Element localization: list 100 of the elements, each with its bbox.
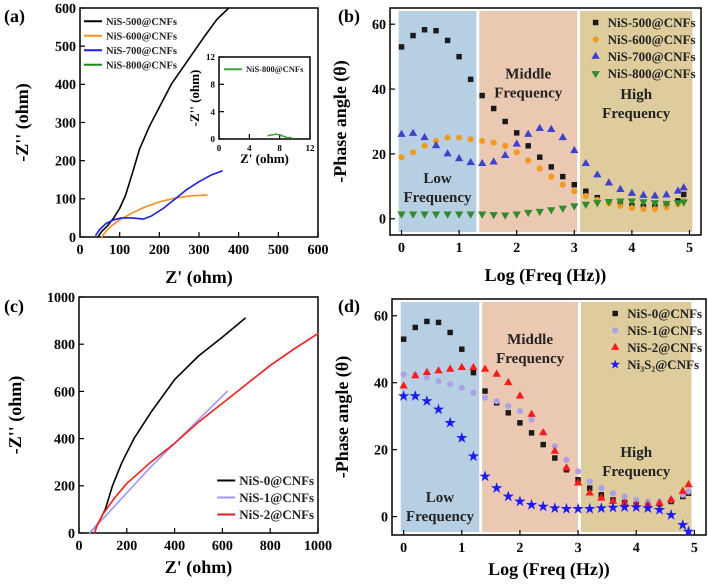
line-series [101,194,208,238]
point [680,200,688,207]
y-axis-title: -Z'' (ohm) [12,83,32,162]
y-axis-title: -Z'' (ohm) [5,376,25,454]
legend-label: NiS-0@CNFs [239,473,314,488]
point [512,139,521,147]
x-tick-label: 800 [260,539,281,554]
band-label: Middle Frequency [496,332,565,367]
point [446,364,454,372]
legend-label: NiS-2@CNFs [627,340,702,356]
point [432,141,440,148]
y-tick-label: 800 [54,338,75,354]
point [642,502,654,514]
y-tick-label: 20 [372,148,386,163]
legend-label: NiS-0@CNFs [627,306,702,322]
text: (b) [338,6,360,26]
point [398,154,405,160]
point [468,136,474,142]
line-series [94,332,319,534]
point [421,142,428,149]
point [422,368,432,376]
point [593,200,602,208]
y-tick-label: 4 [210,106,216,117]
point [597,493,606,501]
point [490,212,498,220]
point [504,378,512,386]
point [682,526,694,536]
point [420,132,429,140]
x-axis-title: Log (Freq (Hz)) [484,265,606,285]
point [547,124,556,132]
text: (d) [338,296,360,316]
point [468,450,480,462]
point [479,138,486,144]
point [571,188,578,194]
point [443,149,452,156]
point [478,158,486,166]
y-tick-label: 200 [55,154,76,170]
point [560,182,566,188]
point [410,32,416,38]
point [444,38,450,44]
point [516,408,524,414]
point [399,381,408,388]
legend-label: NiS-800@CNFs [246,64,304,74]
legend-label: NiS-500@CNFs [106,16,178,28]
x-tick-label: 2 [516,541,524,556]
point [502,142,508,149]
point [459,346,465,352]
y-tick-label: 8 [210,79,216,90]
point [525,157,532,164]
legend-label: NiS-800@CNFs [608,66,696,82]
point [674,186,682,194]
point [435,378,442,384]
point [610,490,616,496]
y-tick-label: 40 [372,82,386,98]
y-tick-label: 60 [372,18,386,34]
band-label: High Frequency [602,86,671,122]
point [514,149,520,156]
point [501,150,510,158]
point [470,390,476,396]
point [572,502,584,514]
band-label: Low Frequency [403,170,472,206]
legend-label: NiS-500@CNFs [608,15,696,30]
x-tick-label: 4 [247,143,252,153]
point [479,470,491,482]
x-tick-label: 1000 [304,539,332,554]
point [582,193,589,200]
x-axis-title: Z' (ohm) [165,267,233,287]
point [524,210,532,218]
point [547,207,556,215]
point [501,212,510,220]
point [628,198,636,206]
line-series [95,170,223,236]
point [584,502,596,514]
point [408,212,418,219]
point [574,478,582,486]
point [480,364,490,372]
y-tick-label: 0 [379,212,386,228]
point [424,374,430,381]
point [482,388,488,394]
point [560,502,572,514]
point [563,456,570,463]
x-tick-label: 1 [458,541,466,556]
point [517,420,523,426]
x-axis-title: Z' (ohm) [240,151,289,166]
point [537,154,542,160]
y-tick-label: 600 [54,385,75,400]
point [558,132,567,140]
x-axis-title: Log (Freq (Hz)) [488,559,610,579]
point [652,206,658,212]
point [479,92,485,98]
point [525,143,531,149]
y-axis-title: -Z'' (ohm) [187,70,202,126]
x-axis-title: Z' (ohm) [164,557,232,577]
y-tick-label: 300 [55,116,76,132]
y-tick-label: 0 [381,510,388,526]
y-tick-label: 0 [68,526,75,542]
point [586,478,593,485]
point [598,485,604,492]
x-tick-label: 4 [628,241,636,256]
point [514,130,520,136]
